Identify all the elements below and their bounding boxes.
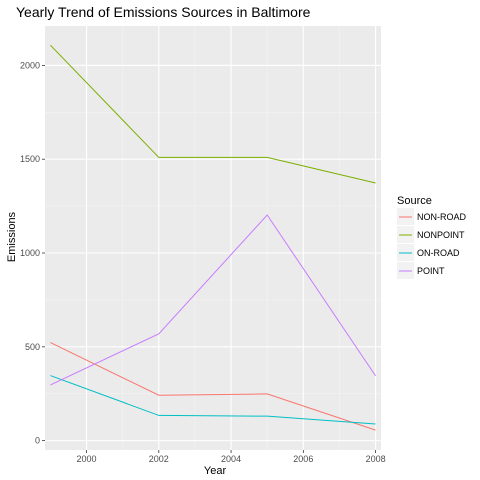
- x-tick-label: 2000: [77, 454, 97, 464]
- legend-label-on-road: ON-ROAD: [417, 248, 460, 258]
- x-tick-label: 2004: [221, 454, 241, 464]
- x-axis-title: Year: [204, 465, 227, 477]
- legend-title: Source: [397, 195, 432, 207]
- y-tick-label: 500: [25, 342, 40, 352]
- legend-label-non-road: NON-ROAD: [417, 212, 466, 222]
- y-tick-label: 1500: [20, 154, 40, 164]
- legend-label-point: POINT: [417, 266, 445, 276]
- chart-title: Yearly Trend of Emissions Sources in Bal…: [16, 4, 311, 20]
- legend-label-nonpoint: NONPOINT: [417, 230, 465, 240]
- x-tick-label: 2002: [149, 454, 169, 464]
- legend: Source NON-ROAD NONPOINT ON-ROAD POINT: [397, 195, 466, 279]
- y-tick-label: 1000: [20, 248, 40, 258]
- plot-panel: [45, 26, 381, 450]
- x-tick-label: 2008: [366, 454, 386, 464]
- x-axis: 2000 2002 2004 2006 2008: [77, 450, 386, 464]
- y-axis: 0 500 1000 1500 2000: [20, 60, 45, 445]
- y-tick-label: 2000: [20, 60, 40, 70]
- y-axis-title: Emissions: [6, 211, 18, 262]
- x-tick-label: 2006: [293, 454, 313, 464]
- y-tick-label: 0: [35, 436, 40, 446]
